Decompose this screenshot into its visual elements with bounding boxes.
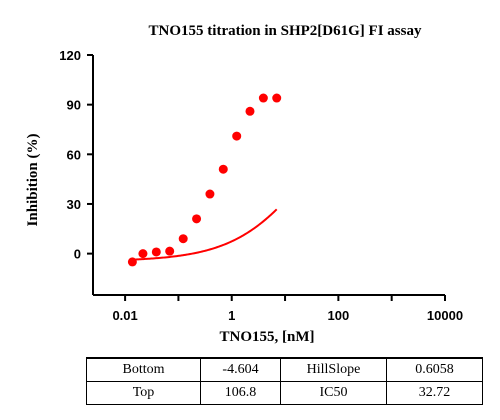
- data-point: [151, 247, 161, 257]
- x-axis-label: TNO155, [nM]: [220, 329, 315, 345]
- table-cell: 32.72: [386, 381, 483, 405]
- data-point: [205, 189, 215, 199]
- tick-marks: 0 30 60 90 120 0.01 1 100 10000: [59, 48, 463, 323]
- fit-parameters-table: Bottom -4.604 HillSlope 0.6058 Top 106.8 IC50 3…: [86, 357, 483, 405]
- table-cell: Bottom: [86, 357, 201, 382]
- y-tick-label: 0: [74, 247, 81, 262]
- y-tick-label: 30: [67, 197, 81, 212]
- data-point: [272, 93, 282, 103]
- table-cell: 106.8: [200, 381, 281, 405]
- data-point: [127, 257, 137, 267]
- data-point: [138, 249, 148, 259]
- data-points: [127, 93, 282, 267]
- y-tick-label: 60: [67, 147, 81, 162]
- chart-title: TNO155 titration in SHP2[D61G] FI assay: [149, 23, 422, 39]
- y-tick-label: 120: [59, 48, 81, 63]
- data-point: [245, 106, 255, 116]
- table-row: Top 106.8 IC50 32.72: [86, 381, 483, 405]
- x-tick-label: 100: [328, 308, 350, 323]
- table-row: Bottom -4.604 HillSlope 0.6058: [86, 357, 483, 382]
- x-tick-label: 10000: [427, 308, 463, 323]
- fit-curve-layer: [132, 208, 278, 261]
- x-tick-label: 0.01: [112, 308, 137, 323]
- data-point: [178, 234, 188, 244]
- data-point: [218, 164, 228, 174]
- data-point: [232, 131, 242, 141]
- axes: [92, 55, 445, 296]
- table-cell: Top: [86, 381, 201, 405]
- data-point: [258, 93, 268, 103]
- table-cell: 0.6058: [386, 357, 483, 382]
- table-cell: -4.604: [200, 357, 281, 382]
- table-cell: HillSlope: [280, 357, 387, 382]
- chart-svg: TNO155 titration in SHP2[D61G] FI assay …: [25, 23, 463, 345]
- x-tick-label: 1: [228, 308, 235, 323]
- y-tick-label: 90: [67, 98, 81, 113]
- y-axis-label: Inhibition (%): [25, 134, 41, 227]
- fit-curve: [132, 208, 278, 261]
- data-point: [165, 246, 175, 256]
- data-point: [192, 214, 202, 224]
- table-cell: IC50: [280, 381, 387, 405]
